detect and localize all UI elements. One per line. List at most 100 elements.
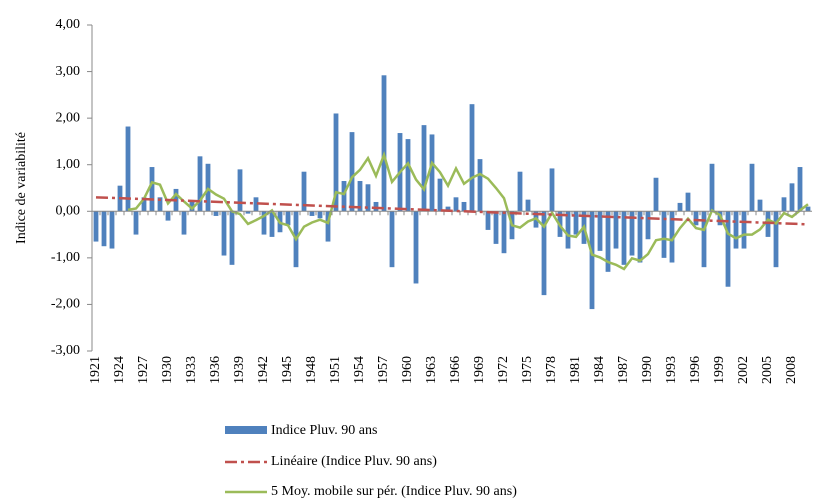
bar [597, 211, 603, 251]
bar [629, 211, 635, 256]
bar [341, 181, 347, 212]
bar [501, 211, 507, 254]
x-tick-label: 1939 [232, 356, 247, 384]
bar [549, 168, 555, 212]
bar [669, 211, 675, 263]
x-tick-label: 1963 [424, 356, 439, 384]
y-tick-label: 3,00 [56, 64, 81, 79]
bar [229, 211, 235, 265]
bar [301, 171, 307, 212]
bar [637, 211, 643, 263]
x-tick-label: 1990 [640, 356, 655, 384]
x-tick-label: 2008 [784, 356, 799, 384]
bar [445, 206, 451, 212]
bar [149, 167, 155, 212]
x-tick-label: 1966 [448, 356, 463, 384]
bar [317, 211, 323, 219]
bar [453, 197, 459, 212]
bar [605, 211, 611, 272]
bar [717, 211, 723, 226]
legend-label: Indice Pluv. 90 ans [271, 423, 377, 438]
bar [189, 201, 195, 212]
x-tick-label: 1942 [256, 356, 271, 384]
bar [421, 125, 427, 212]
x-tick-label: 1960 [400, 356, 415, 384]
bar [237, 169, 243, 212]
bar [101, 211, 107, 247]
legend-swatch [225, 426, 267, 434]
bar [477, 159, 483, 212]
x-tick-label: 1975 [520, 356, 535, 384]
bar [365, 184, 371, 212]
x-tick-label: 1933 [184, 356, 199, 384]
y-tick-label: -1,00 [51, 250, 80, 265]
x-tick-label: 1927 [136, 356, 151, 384]
legend-label: 5 Moy. mobile sur pér. (Indice Pluv. 90 … [271, 484, 517, 499]
bar [701, 211, 707, 268]
bar [93, 211, 99, 242]
bar [157, 197, 163, 212]
bar [621, 211, 627, 265]
bar [325, 211, 331, 242]
x-tick-label: 1945 [280, 356, 295, 384]
bar [141, 197, 147, 212]
moving-average-line [127, 150, 809, 271]
x-tick-label: 1993 [664, 356, 679, 384]
x-tick-label: 1948 [304, 356, 319, 384]
bar [309, 211, 315, 216]
bar [485, 211, 491, 230]
x-tick-label: 1969 [472, 356, 487, 384]
bar [645, 211, 651, 240]
bar [285, 211, 291, 226]
y-tick-label: 4,00 [56, 17, 81, 32]
bar [349, 132, 355, 212]
bar [661, 211, 667, 258]
bar [253, 197, 259, 212]
y-tick-label: 1,00 [56, 157, 81, 172]
x-tick-label: 2005 [760, 356, 775, 384]
x-tick-label: 1999 [712, 356, 727, 384]
bar [125, 126, 131, 212]
bar [245, 211, 251, 214]
x-tick-label: 1951 [328, 356, 343, 384]
x-tick-label: 1924 [112, 356, 127, 384]
bar [685, 192, 691, 212]
x-tick-label: 1957 [376, 356, 391, 384]
bar [797, 167, 803, 212]
bar [469, 104, 475, 212]
x-tick-label: 1921 [88, 356, 103, 384]
bar [789, 183, 795, 212]
bar [653, 177, 659, 212]
bar [133, 211, 139, 235]
bar [357, 181, 363, 212]
bar [269, 211, 275, 237]
bar [437, 178, 443, 212]
bar [749, 163, 755, 212]
bar [389, 211, 395, 268]
bar [109, 211, 115, 249]
x-tick-label: 1954 [352, 356, 367, 384]
bar [541, 211, 547, 296]
bar [693, 211, 699, 226]
x-tick-label: 1981 [568, 356, 583, 384]
bar [461, 201, 467, 212]
y-tick-label: -2,00 [51, 297, 80, 312]
bar [429, 134, 435, 212]
bar [613, 211, 619, 249]
bar [373, 201, 379, 212]
bar [381, 75, 387, 212]
x-tick-label: 1930 [160, 356, 175, 384]
bar [757, 199, 763, 212]
bar [221, 211, 227, 256]
x-tick-label: 1987 [616, 356, 631, 384]
bar [333, 113, 339, 212]
bar [197, 156, 203, 212]
x-tick-label: 2002 [736, 356, 751, 384]
bar [573, 211, 579, 235]
bar [805, 206, 811, 212]
x-tick-label: 1972 [496, 356, 511, 384]
x-tick-label: 1936 [208, 356, 223, 384]
bar [405, 139, 411, 212]
bar [733, 211, 739, 249]
